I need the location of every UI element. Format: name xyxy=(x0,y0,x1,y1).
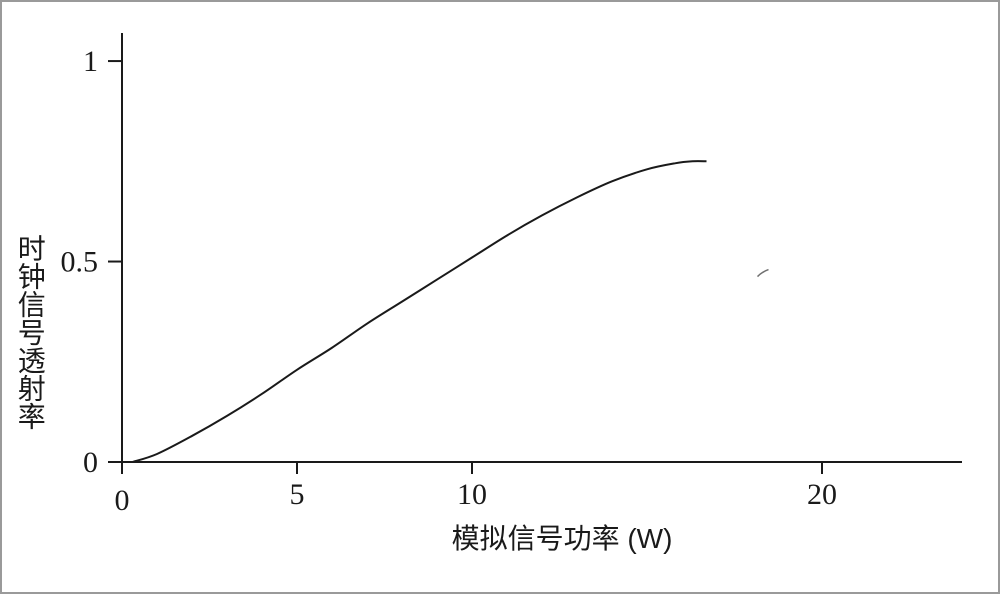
x-tick-label: 5 xyxy=(290,478,305,511)
y-axis-label: 时钟信号透射率 xyxy=(14,234,45,430)
x-tick-label: 10 xyxy=(457,478,487,511)
data-curve xyxy=(133,161,707,462)
x-axis-label: 模拟信号功率 (W) xyxy=(452,523,673,554)
stray-mark xyxy=(758,270,769,277)
x-tick-label: 20 xyxy=(807,478,837,511)
y-tick-label: 0.5 xyxy=(61,246,99,279)
x-tick-label: 0 xyxy=(115,484,130,517)
chart-container: 00.51051020模拟信号功率 (W) 时钟信号透射率 xyxy=(0,0,1000,594)
y-tick-label: 0 xyxy=(83,446,98,479)
chart-svg: 00.51051020模拟信号功率 (W) xyxy=(2,2,998,592)
y-tick-label: 1 xyxy=(83,45,98,78)
